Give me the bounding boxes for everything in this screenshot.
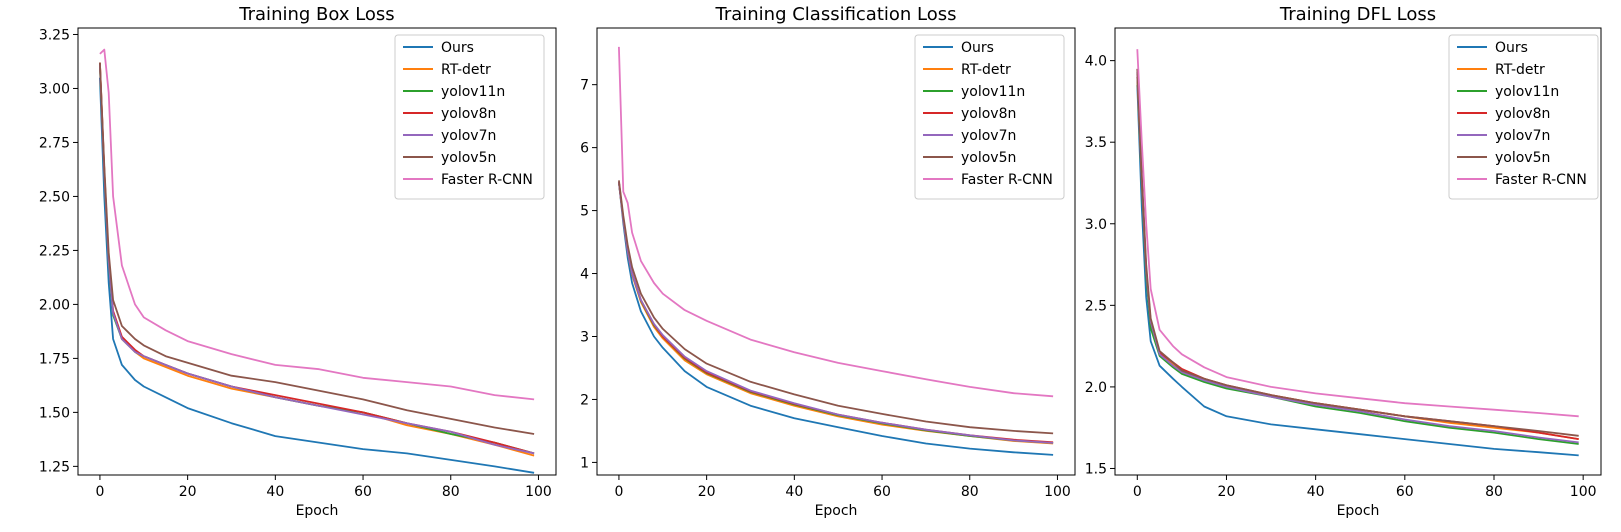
- x-tick-label: 100: [525, 484, 552, 500]
- series-line-faster-r-cnn: [618, 46, 1054, 398]
- y-tick-label: 1.50: [39, 405, 70, 421]
- series-line-yolov5n: [618, 180, 1054, 435]
- x-tick-label: 100: [1044, 484, 1071, 500]
- y-tick-label: 2.0: [1085, 380, 1107, 396]
- y-tick-label: 3: [580, 329, 589, 345]
- legend-label: yolov5n: [961, 150, 1016, 166]
- y-tick-label: 1.5: [1085, 461, 1107, 477]
- plot-frame: [1114, 27, 1602, 476]
- legend-label: Ours: [1495, 40, 1528, 56]
- legend-label: yolov7n: [441, 128, 496, 144]
- x-tick-label: 80: [442, 484, 460, 500]
- legend-label: yolov8n: [441, 106, 496, 122]
- legend-label: yolov8n: [961, 106, 1016, 122]
- y-tick-label: 1: [580, 455, 589, 471]
- y-tick-label: 4.0: [1085, 54, 1107, 70]
- y-tick-label: 3.25: [39, 27, 70, 43]
- y-tick-label: 3.0: [1085, 217, 1107, 233]
- series-line-yolov5n: [99, 62, 535, 435]
- x-tick-label: 0: [95, 484, 104, 500]
- y-tick-label: 2.00: [39, 297, 70, 313]
- y-tick-label: 5: [580, 204, 589, 220]
- x-tick-label: 60: [873, 484, 891, 500]
- x-tick-label: 20: [1218, 484, 1236, 500]
- legend: Ours RT-detr yolov11n yolov8n yolov7n yolov5n…: [394, 34, 545, 200]
- y-tick-label: 6: [580, 141, 589, 157]
- series-line-ours: [1136, 85, 1579, 457]
- x-tick-label: 0: [614, 484, 623, 500]
- legend-label: Faster R-CNN: [961, 172, 1053, 188]
- legend-label: Faster R-CNN: [441, 172, 533, 188]
- y-tick-label: 2.25: [39, 243, 70, 259]
- series-line-faster-r-cnn: [1136, 49, 1579, 418]
- legend-label: yolov5n: [441, 150, 496, 166]
- series-line-yolov7n: [99, 64, 535, 455]
- series-line-ours: [618, 182, 1054, 456]
- y-tick-label: 2.5: [1085, 298, 1107, 314]
- chart-title: Training DFL Loss: [1279, 4, 1436, 25]
- y-tick-label: 3.00: [39, 81, 70, 97]
- chart-title: Training Box Loss: [238, 4, 394, 25]
- x-tick-label: 100: [1570, 484, 1597, 500]
- x-axis-label: Epoch: [1337, 503, 1380, 519]
- series-line-yolov11n: [618, 182, 1054, 444]
- x-tick-label: 20: [179, 484, 197, 500]
- x-tick-label: 0: [1133, 484, 1142, 500]
- legend: Ours RT-detr yolov11n yolov8n yolov7n yolov5n…: [1448, 34, 1599, 200]
- series-line-yolov8n: [618, 182, 1054, 444]
- legend: Ours RT-detr yolov11n yolov8n yolov7n yolov5n…: [914, 34, 1065, 200]
- y-tick-label: 7: [580, 78, 589, 94]
- series-line-ours: [99, 77, 535, 474]
- x-tick-label: 20: [698, 484, 716, 500]
- series-group: [99, 48, 535, 474]
- y-tick-label: 2.50: [39, 189, 70, 205]
- x-tick-label: 80: [1485, 484, 1503, 500]
- x-axis-label: Epoch: [296, 503, 339, 519]
- x-tick-label: 60: [354, 484, 372, 500]
- y-tick-label: 4: [580, 267, 589, 283]
- y-tick-label: 1.25: [39, 459, 70, 475]
- y-tick-label: 1.75: [39, 351, 70, 367]
- series-group: [1136, 49, 1579, 457]
- x-tick-label: 40: [785, 484, 803, 500]
- x-tick-label: 40: [1307, 484, 1325, 500]
- legend-label: Ours: [441, 40, 474, 56]
- chart-panel-1: Training Box Loss 0 20 40 60 80 100 1.25 1.50 1.7…: [39, 4, 557, 519]
- series-group: [618, 46, 1054, 456]
- series-line-yolov7n: [618, 182, 1054, 444]
- series-line-faster-r-cnn: [99, 48, 535, 401]
- legend-label: RT-detr: [961, 62, 1011, 78]
- y-tick-label: 2.75: [39, 135, 70, 151]
- legend-label: yolov5n: [1495, 150, 1550, 166]
- chart-panel-3: Training DFL Loss 0 20 40 60 80 100 1.5 2.0 2.5 3.…: [1085, 4, 1602, 519]
- x-tick-label: 40: [266, 484, 284, 500]
- legend-label: Faster R-CNN: [1495, 172, 1587, 188]
- legend-label: RT-detr: [1495, 62, 1545, 78]
- series-line-yolov5n: [1136, 68, 1579, 437]
- y-tick-label: 2: [580, 392, 589, 408]
- legend-label: yolov11n: [961, 84, 1025, 100]
- legend-label: yolov7n: [961, 128, 1016, 144]
- plot-frame: [77, 27, 557, 476]
- x-tick-label: 60: [1396, 484, 1414, 500]
- chart-panel-2: Training Classification Loss 0 20 40 60 80 100…: [580, 4, 1076, 519]
- plot-frame: [596, 27, 1076, 476]
- legend-label: RT-detr: [441, 62, 491, 78]
- y-tick-label: 3.5: [1085, 135, 1107, 151]
- chart-title: Training Classification Loss: [714, 4, 956, 25]
- legend-label: yolov11n: [441, 84, 505, 100]
- legend-label: yolov7n: [1495, 128, 1550, 144]
- legend-label: Ours: [961, 40, 994, 56]
- x-tick-label: 80: [961, 484, 979, 500]
- x-axis-label: Epoch: [815, 503, 858, 519]
- legend-label: yolov11n: [1495, 84, 1559, 100]
- legend-label: yolov8n: [1495, 106, 1550, 122]
